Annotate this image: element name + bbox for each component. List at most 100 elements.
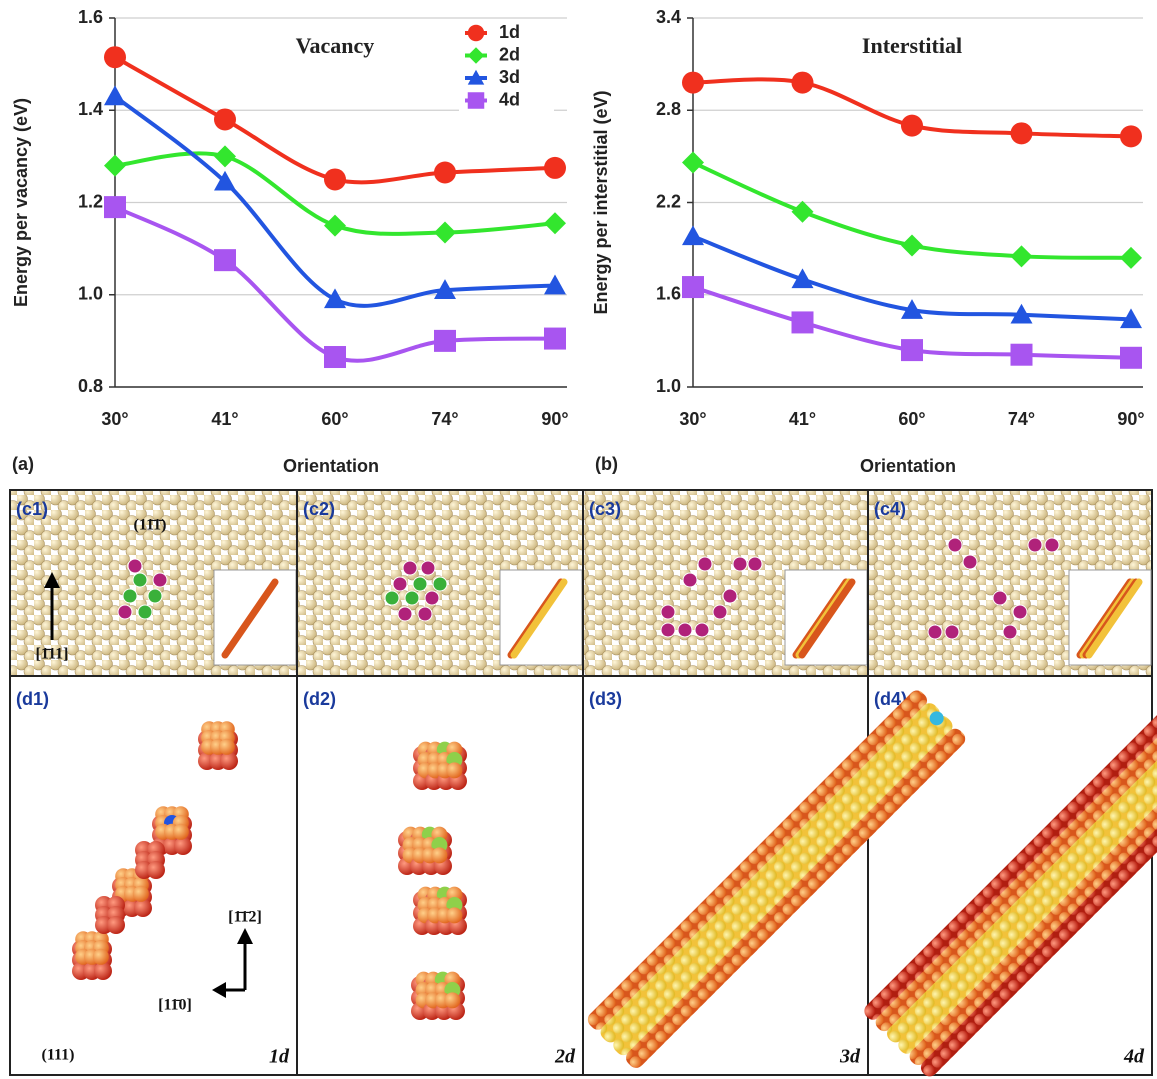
plane-label: (111) (42, 1047, 75, 1064)
atom (174, 837, 192, 855)
y-tick-label: 1.6 (78, 7, 103, 27)
x-tick-label: 74° (1008, 409, 1035, 429)
x-axis-label: Orientation (860, 456, 956, 476)
atom (220, 752, 238, 770)
defect-atom (993, 591, 1007, 605)
defect-atom (1013, 605, 1027, 619)
panel-label: (d1) (16, 689, 49, 709)
chart-title: Vacancy (296, 33, 375, 58)
x-tick-label: 30° (679, 409, 706, 429)
legend-label: 4d (499, 89, 520, 109)
y-tick-label: 1.6 (656, 284, 681, 304)
atom (446, 762, 462, 778)
defect-atom (433, 577, 447, 591)
marker (434, 330, 456, 352)
x-tick-label: 90° (541, 409, 568, 429)
y-axis-label: Energy per interstitial (eV) (591, 90, 611, 314)
defect-atom (661, 605, 675, 619)
marker (682, 276, 704, 298)
plane-label: (11̄1̄) (134, 517, 167, 534)
structure-name: 4d (1123, 1046, 1145, 1068)
x-tick-label: 41° (789, 409, 816, 429)
marker (214, 249, 236, 271)
marker (434, 221, 456, 243)
legend-label: 2d (499, 44, 520, 64)
defect-atom (1028, 538, 1042, 552)
defect-atom (128, 559, 142, 573)
marker (1120, 125, 1142, 147)
defect-atom (385, 591, 399, 605)
panel-label: (c2) (303, 499, 335, 519)
atom (93, 949, 109, 965)
defect-atom (418, 607, 432, 621)
defect-atom (748, 557, 762, 571)
figure: 0.81.01.21.41.630°41°60°74°90°Orientatio… (0, 0, 1157, 1079)
direction-label: [11̄0] (158, 997, 192, 1014)
marker (104, 196, 126, 218)
marker (324, 346, 346, 368)
defect-atom (695, 623, 709, 637)
panel-label: (c3) (589, 499, 621, 519)
defect-atom (948, 538, 962, 552)
marker (682, 72, 704, 94)
marker (544, 212, 566, 234)
structure-name: 2d (554, 1046, 576, 1068)
x-tick-label: 90° (1117, 409, 1144, 429)
atom (133, 886, 149, 902)
marker (901, 339, 923, 361)
defect-atom (403, 561, 417, 575)
direction-label: [1̄1̄2] (228, 909, 262, 926)
panel-label: (a) (12, 454, 34, 474)
panel-label: (c1) (16, 499, 48, 519)
defect-atom (661, 623, 675, 637)
defect-atom (393, 577, 407, 591)
marker (1120, 347, 1142, 369)
marker (544, 328, 566, 350)
atom (219, 739, 235, 755)
marker (792, 72, 814, 94)
marker (214, 108, 236, 130)
chart-title: Interstitial (862, 33, 962, 58)
panel-label: (d3) (589, 689, 622, 709)
marker (324, 168, 346, 190)
marker (324, 215, 346, 237)
defect-atom (698, 557, 712, 571)
marker (1011, 122, 1033, 144)
marker (214, 145, 236, 167)
y-axis-label: Energy per vacancy (eV) (11, 98, 31, 307)
defect-atom (398, 607, 412, 621)
defect-atom (1003, 625, 1017, 639)
legend-label: 3d (499, 67, 520, 87)
marker (792, 201, 814, 223)
panel-label: (d2) (303, 689, 336, 709)
marker (544, 157, 566, 179)
defect-atom (413, 577, 427, 591)
atom (107, 916, 125, 934)
x-tick-label: 60° (898, 409, 925, 429)
y-tick-label: 1.2 (78, 191, 103, 211)
direction-label: [1̄11] (36, 646, 69, 663)
y-tick-label: 3.4 (656, 7, 681, 27)
defect-atom (138, 605, 152, 619)
marker (1120, 247, 1142, 269)
atom (446, 907, 462, 923)
x-tick-label: 30° (101, 409, 128, 429)
marker (104, 85, 126, 105)
atom (147, 861, 165, 879)
defect-atom (148, 589, 162, 603)
x-axis-label: Orientation (283, 456, 379, 476)
defect-atom (928, 625, 942, 639)
y-tick-label: 2.8 (656, 99, 681, 119)
structure-name: 1d (269, 1046, 290, 1068)
legend-marker (468, 25, 485, 42)
panel-label: (b) (595, 454, 618, 474)
atom (94, 962, 112, 980)
x-tick-label: 74° (431, 409, 458, 429)
atom (444, 992, 460, 1008)
legend-marker (468, 92, 485, 109)
marker (682, 152, 704, 174)
marker (901, 115, 923, 137)
y-tick-label: 1.0 (78, 284, 103, 304)
atom (173, 824, 189, 840)
marker (434, 162, 456, 184)
